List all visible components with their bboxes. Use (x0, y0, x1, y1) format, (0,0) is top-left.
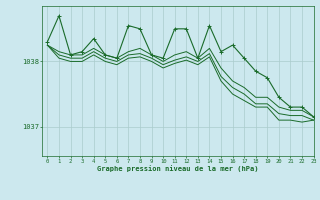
X-axis label: Graphe pression niveau de la mer (hPa): Graphe pression niveau de la mer (hPa) (97, 165, 258, 172)
